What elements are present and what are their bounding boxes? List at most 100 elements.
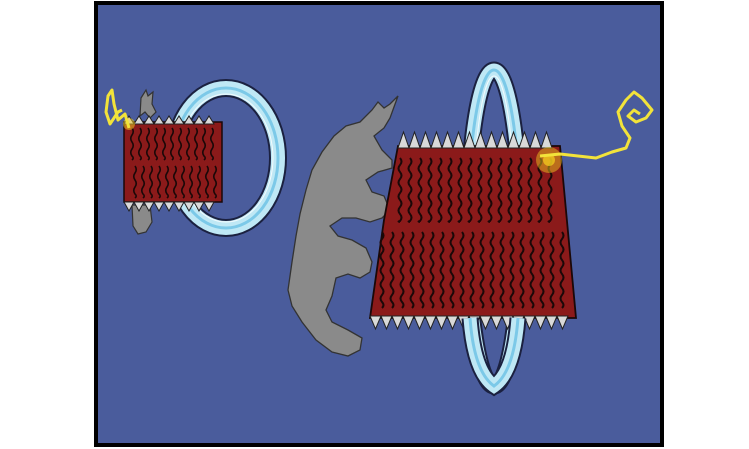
small-yellow-spark-icon: [104, 88, 135, 130]
fur-stripe: [427, 157, 433, 223]
tooth: [441, 130, 454, 149]
fur-stripe: [153, 127, 159, 161]
tooth: [402, 315, 415, 331]
tooth: [143, 115, 155, 125]
game-panel: [94, 1, 664, 447]
fur-stripe: [509, 231, 515, 309]
tooth: [173, 115, 185, 125]
fur-stripe: [437, 157, 443, 223]
fur-stripe: [132, 165, 138, 199]
fur-stripe: [527, 157, 533, 223]
fur-stripe: [407, 157, 413, 223]
fur-stripe: [549, 231, 555, 309]
tooth: [534, 315, 547, 331]
tooth: [518, 130, 531, 149]
tooth: [485, 130, 498, 149]
small-red-drum-icon: [123, 115, 223, 213]
tooth: [463, 130, 476, 149]
fur-stripe: [519, 231, 525, 309]
tooth: [408, 130, 421, 149]
fur-stripe: [439, 231, 445, 309]
fur-stripe: [497, 157, 503, 223]
tooth: [529, 130, 542, 149]
fur-stripe: [145, 127, 151, 161]
fur-stripe: [559, 231, 565, 309]
tooth: [133, 201, 145, 213]
tooth: [380, 315, 393, 331]
tooth: [153, 115, 165, 125]
fur-stripe: [196, 165, 202, 199]
tooth: [369, 315, 382, 331]
fur-stripe: [529, 231, 535, 309]
fur-stripe: [180, 165, 186, 199]
fur-stripe: [517, 157, 523, 223]
tooth: [193, 201, 205, 213]
fur-stripe: [140, 165, 146, 199]
tooth: [474, 130, 487, 149]
fur-stripe: [193, 127, 199, 161]
fur-stripe: [419, 231, 425, 309]
tooth: [153, 201, 165, 213]
tooth: [446, 315, 459, 331]
fur-stripe: [489, 231, 495, 309]
tooth: [203, 201, 215, 213]
fur-stripe: [204, 165, 210, 199]
fur-stripe: [469, 231, 475, 309]
tooth: [490, 315, 503, 331]
fur-stripe: [457, 157, 463, 223]
fur-stripe: [169, 127, 175, 161]
fur-stripe: [209, 127, 215, 161]
tooth: [430, 130, 443, 149]
fur-stripe: [172, 165, 178, 199]
fur-stripe: [459, 231, 465, 309]
tooth: [193, 115, 205, 125]
fur-stripe: [537, 157, 543, 223]
fur-stripe: [397, 157, 403, 223]
large-group: [287, 61, 654, 397]
tooth: [391, 315, 404, 331]
fur-stripe: [379, 231, 385, 309]
fur-stripe: [156, 165, 162, 199]
fur-stripe: [185, 127, 191, 161]
fur-stripe: [477, 157, 483, 223]
fur-stripe: [547, 157, 553, 223]
large-red-drum-icon: [368, 130, 577, 331]
fur-stripe: [389, 231, 395, 309]
tooth: [133, 115, 145, 125]
large-yellow-spark-icon: [536, 90, 654, 173]
large-creature-icon: [287, 95, 399, 357]
fur-stripe: [177, 127, 183, 161]
fur-stripe: [409, 231, 415, 309]
tooth: [163, 115, 175, 125]
tooth: [183, 201, 195, 213]
tooth: [523, 315, 536, 331]
tooth: [163, 201, 175, 213]
fur-stripe: [129, 127, 135, 161]
tooth: [419, 130, 432, 149]
fur-stripe: [487, 157, 493, 223]
fur-stripe: [467, 157, 473, 223]
tooth: [397, 130, 410, 149]
fur-stripe: [499, 231, 505, 309]
fur-stripe: [201, 127, 207, 161]
fur-stripe: [137, 127, 143, 161]
tooth: [496, 130, 509, 149]
tooth: [183, 115, 195, 125]
tooth: [173, 201, 185, 213]
fur-stripe: [447, 157, 453, 223]
tooth: [413, 315, 426, 331]
fur-stripe: [429, 231, 435, 309]
tooth: [452, 130, 465, 149]
fur-stripe: [161, 127, 167, 161]
tooth: [545, 315, 558, 331]
tooth: [479, 315, 492, 331]
tooth: [507, 130, 520, 149]
tooth: [143, 201, 155, 213]
fur-stripe: [164, 165, 170, 199]
fur-stripe: [148, 165, 154, 199]
fur-stripe: [449, 231, 455, 309]
fur-stripe: [212, 165, 218, 199]
tooth: [424, 315, 437, 331]
